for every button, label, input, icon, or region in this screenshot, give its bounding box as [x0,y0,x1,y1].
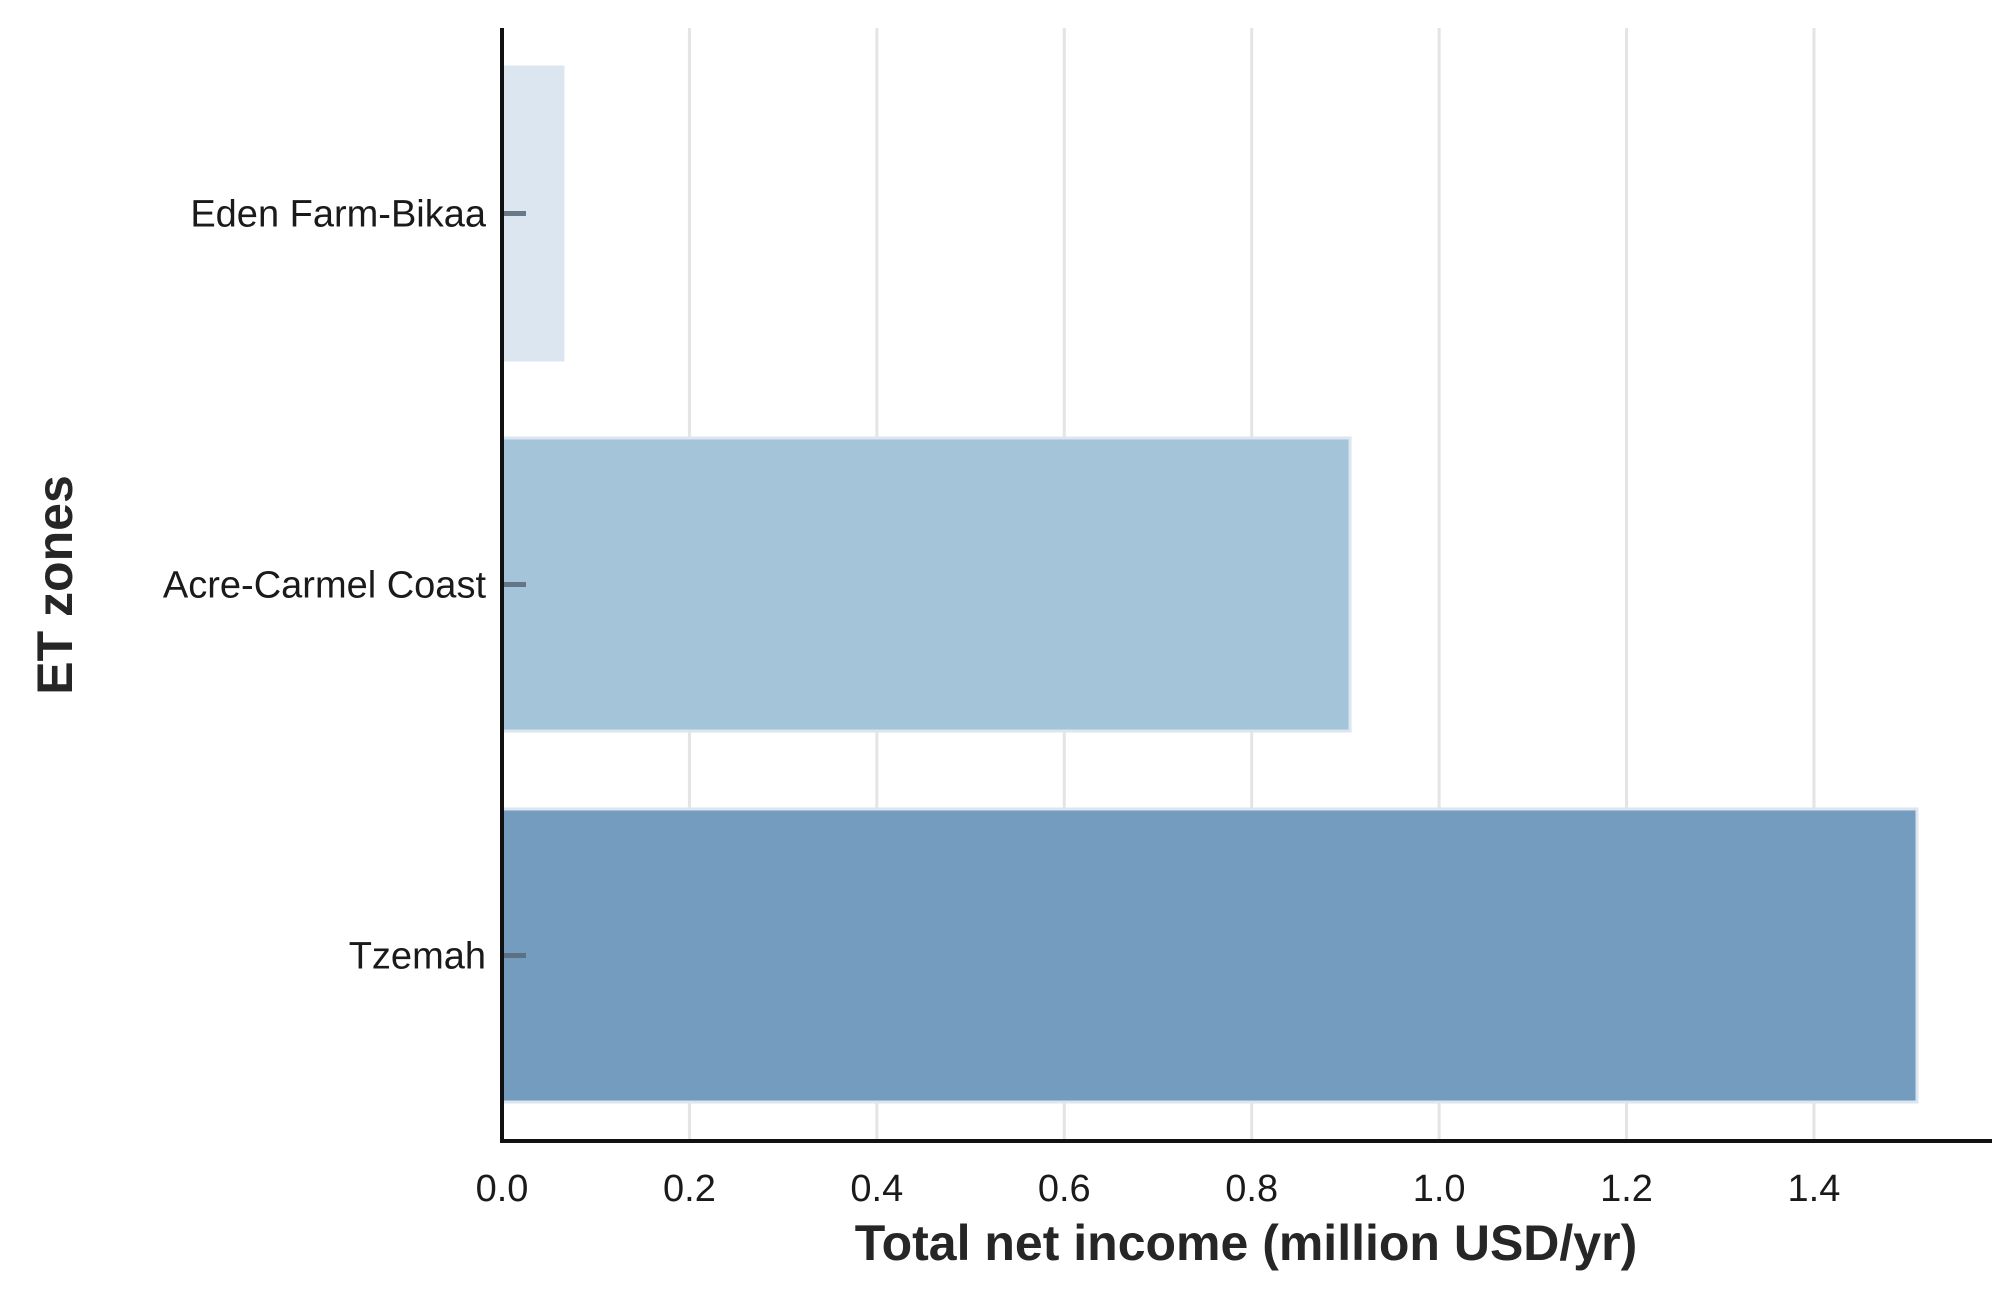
x-tick-label: 1.4 [1788,1168,1841,1210]
bars [500,65,1919,1104]
x-tick-label: 0.6 [1038,1168,1091,1210]
bar-acre-carmel-coast [500,436,1352,733]
y-ticks: Eden Farm-Bikaa Acre-Carmel Coast Tzemah [163,194,526,978]
x-tick-label: 0.2 [663,1168,716,1210]
x-tick-label: 0.8 [1225,1168,1278,1210]
y-tick-label: Eden Farm-Bikaa [190,194,487,236]
x-tick-label: 1.0 [1413,1168,1466,1210]
x-ticks: 0.0 0.2 0.4 0.6 0.8 1.0 1.2 1.4 [476,1168,1841,1210]
y-tick-label: Acre-Carmel Coast [163,565,487,607]
y-tick-label: Tzemah [349,936,486,978]
x-tick-label: 0.4 [850,1168,903,1210]
y-axis-title: ET zones [27,475,83,694]
x-axis-title: Total net income (million USD/yr) [855,1215,1637,1271]
bar-tzemah [500,807,1919,1104]
x-tick-label: 1.2 [1600,1168,1653,1210]
x-tick-label: 0.0 [476,1168,529,1210]
